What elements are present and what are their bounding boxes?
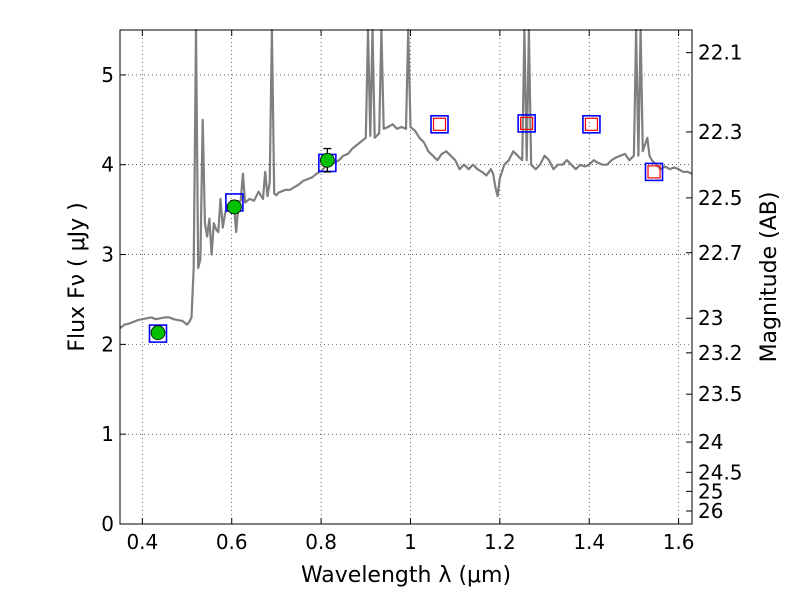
y2-tick-label: 24.5: [698, 460, 743, 484]
y-tick-label: 0: [101, 512, 114, 536]
x-axis-label: Wavelength λ (μm): [301, 563, 511, 588]
y2-axis-label: Magnitude (AB): [757, 192, 782, 363]
x-tick-label: 1: [404, 530, 417, 554]
x-tick-label: 0.8: [305, 530, 337, 554]
model-flux-square: [430, 115, 449, 134]
predicted-flux-square: [520, 116, 534, 131]
model-flux-square: [644, 162, 664, 182]
y2-tick-label: 24: [698, 430, 723, 454]
template-spectrum-layer: [119, 28, 693, 330]
template-spectrum-line: [119, 28, 693, 330]
observed-flux-point: [226, 199, 242, 215]
y2-tick-label: 25: [698, 479, 723, 503]
predicted-flux-square: [647, 165, 661, 179]
y2-tick-label: 22.3: [698, 120, 743, 144]
model-flux-square: [582, 115, 601, 134]
model-flux-square: [148, 324, 168, 343]
y-axis-ticks: 0 1 2 3 4 5: [101, 63, 126, 536]
photometry-layer: [148, 114, 664, 343]
x-tick-label: 1.4: [573, 530, 605, 554]
observed-flux-point: [319, 152, 335, 168]
y2-tick-label: 22.5: [698, 186, 743, 210]
y-tick-label: 2: [101, 332, 114, 356]
y-tick-label: 3: [101, 243, 114, 267]
y-tick-label: 1: [101, 422, 114, 446]
x-axis-ticks: 0.4 0.6 0.8 1 1.2 1.4 1.6: [126, 30, 695, 554]
y2-tick-label: 22.1: [698, 41, 743, 65]
x-tick-label: 0.4: [126, 530, 158, 554]
y2-tick-label: 22.7: [698, 241, 743, 265]
y2-tick-label: 23.2: [698, 341, 743, 365]
y2-tick-label: 23.5: [698, 382, 743, 406]
y-tick-label: 5: [101, 63, 114, 87]
y-tick-label: 4: [101, 153, 114, 177]
plot-frame: [119, 29, 693, 525]
predicted-flux-square: [584, 117, 599, 131]
predicted-flux-square: [432, 117, 447, 131]
y2-tick-label: 23: [698, 306, 723, 330]
y2-tick-label: 26: [698, 499, 723, 523]
x-tick-label: 0.6: [216, 530, 248, 554]
model-flux-square: [517, 114, 536, 133]
x-tick-label: 1.2: [484, 530, 516, 554]
observed-flux-point: [150, 325, 166, 341]
y-axis-label: Flux Fν ( μJy ): [65, 202, 90, 351]
x-tick-label: 1.6: [663, 530, 695, 554]
